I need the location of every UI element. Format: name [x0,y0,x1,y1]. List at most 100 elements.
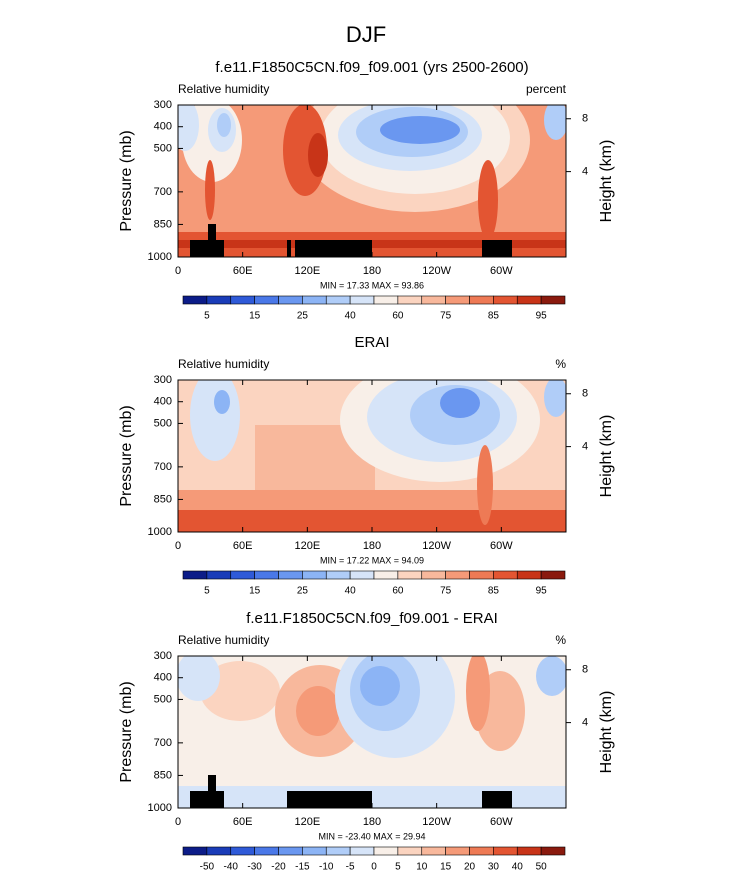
colorbar-box [397,295,423,305]
colorbar-label: 85 [488,586,500,597]
colorbar-label: 25 [297,311,309,322]
panel: f.e11.F1850C5CN.f09_f09.001 - ERAI Relati… [118,610,615,872]
colorbar-label: 20 [464,862,476,872]
contour-band [544,105,566,140]
x-tick-label: 180 [363,265,381,277]
y2-axis-label: Height (km) [598,691,615,774]
stats: MIN = 17.22 MAX = 94.09 [320,555,424,565]
x-tick-label: 180 [363,816,381,828]
contour-band [478,160,498,240]
colorbar-box [182,295,208,305]
colorbar-label: 15 [249,586,261,597]
colorbar-box [421,295,446,305]
colorbar-box [206,570,232,580]
colorbar-box [516,295,542,305]
colorbar-label: 0 [371,862,377,872]
colorbar-box [182,846,208,856]
x-tick-label: 60W [490,540,513,552]
colorbar-box [540,570,566,580]
right-label: % [555,357,566,371]
colorbar-box [445,295,470,305]
x-tick-label: 120W [422,265,451,277]
colorbar-box [469,846,494,856]
y-axis-label: Pressure (mb) [118,405,135,506]
contour-band [440,388,480,418]
colorbar-box [302,570,327,580]
x-tick-label: 120E [294,265,320,277]
x-tick-label: 120W [422,816,451,828]
colorbar-label: -5 [346,862,355,872]
contour-band [214,390,230,414]
contour-band [536,656,566,696]
colorbar-label: -10 [319,862,334,872]
colorbar-box [397,846,423,856]
y-tick-label: 700 [154,461,172,473]
y-tick-label: 400 [154,396,172,408]
colorbar-box [445,846,470,856]
colorbar-box [230,846,255,856]
y-tick-label: 700 [154,737,172,749]
colorbar-box [469,570,494,580]
colorbar-box [182,570,208,580]
contour-band [190,380,240,461]
x-tick-label: 120E [294,816,320,828]
colorbar-box [302,295,327,305]
y-tick-label: 300 [154,374,172,386]
y-tick-label: 700 [154,186,172,198]
colorbar-box [254,570,279,580]
x-tick-label: 120E [294,540,320,552]
contour-band [178,656,220,701]
colorbar-box [206,846,232,856]
colorbar-box [302,846,327,856]
contour-band [466,656,490,731]
colorbar-box [325,295,351,305]
x-tick-label: 60E [233,816,253,828]
colorbar-label: 40 [345,311,357,322]
colorbar-box [349,846,375,856]
y-tick-label: 850 [154,218,172,230]
colorbar-box [230,295,255,305]
contour-band [217,113,231,137]
y2-tick-label: 8 [582,113,588,125]
colorbar-label: -15 [295,862,310,872]
y-tick-label: 400 [154,121,172,133]
left-label: Relative humidity [178,357,269,371]
colorbar-label: 60 [392,311,404,322]
colorbar-label: 15 [440,862,452,872]
stats: MIN = 17.33 MAX = 93.86 [320,280,424,290]
colorbar-box [349,295,375,305]
contour-band [178,105,199,151]
colorbar-label: -30 [247,862,262,872]
colorbar-box [325,570,351,580]
colorbar-box [254,846,279,856]
contour-band [477,445,493,525]
x-tick-label: 0 [175,540,181,552]
contour-band [380,116,460,144]
y-tick-label: 1000 [148,526,172,538]
colorbar-box [254,295,279,305]
colorbar-box [373,846,399,856]
colorbar-box [540,295,566,305]
colorbar-box [278,846,303,856]
y-tick-label: 1000 [148,802,172,814]
colorbar-label: -50 [200,862,215,872]
y-tick-label: 1000 [148,251,172,263]
colorbar-label: 40 [512,862,524,872]
contour-field [178,380,566,532]
colorbar-box [206,295,232,305]
y2-tick-label: 8 [582,388,588,400]
contour-field [178,656,566,808]
colorbar-label: -20 [271,862,286,872]
colorbar-box [278,570,303,580]
contour-band [544,380,566,417]
colorbar-box [516,846,542,856]
x-tick-label: 60E [233,540,253,552]
colorbar-box [373,295,399,305]
panel-title: f.e11.F1850C5CN.f09_f09.001 (yrs 2500-26… [215,59,528,76]
x-tick-label: 180 [363,540,381,552]
y-tick-label: 500 [154,142,172,154]
y2-axis-label: Height (km) [598,415,615,498]
colorbar-label: 95 [536,311,548,322]
contour-band [360,666,400,706]
colorbar-label: 60 [392,586,404,597]
